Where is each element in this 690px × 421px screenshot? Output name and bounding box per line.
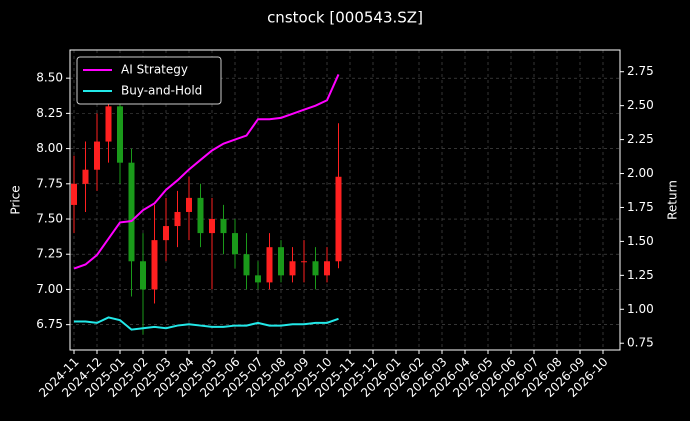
y2-tick-label: 1.50 [627, 234, 654, 248]
candle-body [163, 226, 169, 241]
candle-body [335, 176, 342, 262]
candle-body [197, 197, 204, 234]
candle-body [243, 254, 250, 276]
candle-body [301, 261, 307, 263]
candle-body [232, 233, 238, 255]
y-tick-label: 7.50 [36, 212, 63, 226]
candle-body [278, 247, 284, 276]
y2-tick-label: 1.25 [627, 268, 654, 282]
candle-body [312, 261, 319, 276]
y2-tick-label: 2.00 [627, 166, 654, 180]
y-axis-label: Price [9, 185, 23, 214]
candle-body [128, 162, 135, 262]
legend: AI Strategy Buy-and-Hold [76, 56, 222, 105]
y2-tick-label: 2.50 [627, 98, 654, 112]
candle-body [105, 106, 112, 142]
y-tick-label: 8.25 [36, 106, 63, 120]
candle-body [266, 247, 273, 283]
candle-body [82, 169, 89, 184]
candle-body [255, 275, 261, 283]
candle-body [186, 197, 192, 212]
chart-title: cnstock [000543.SZ] [267, 9, 423, 27]
y2-tick-label: 2.25 [627, 132, 654, 146]
candle-body [71, 183, 77, 205]
y-tick-label: 7.25 [36, 247, 63, 261]
candle-body [324, 261, 330, 276]
candle-body [220, 219, 227, 234]
line-series [73, 74, 340, 270]
candle-body [174, 211, 181, 227]
y2-axis-label: Return [666, 180, 680, 220]
candle-body [151, 240, 158, 290]
y-tick-label: 7.75 [36, 176, 63, 190]
y2-tick-label: 1.75 [627, 200, 654, 214]
y-tick-label: 7.00 [36, 282, 63, 296]
legend-label: Buy-and-Hold [121, 84, 202, 98]
candle-body [117, 106, 123, 163]
legend-label: AI Strategy [121, 63, 188, 77]
candle-body [94, 141, 100, 170]
y2-tick-label: 1.00 [627, 302, 654, 316]
candle-body [289, 261, 296, 276]
legend-box [76, 56, 222, 105]
line-series [74, 316, 339, 331]
y2-tick-label: 2.75 [627, 64, 654, 78]
y2-tick-label: 0.75 [627, 336, 654, 350]
y-tick-label: 8.00 [36, 141, 63, 155]
plot-frame [69, 49, 621, 351]
candle-body [140, 261, 146, 290]
y-tick-label: 8.50 [36, 71, 63, 85]
candle-body [209, 219, 215, 234]
y-tick-label: 6.75 [36, 317, 63, 331]
